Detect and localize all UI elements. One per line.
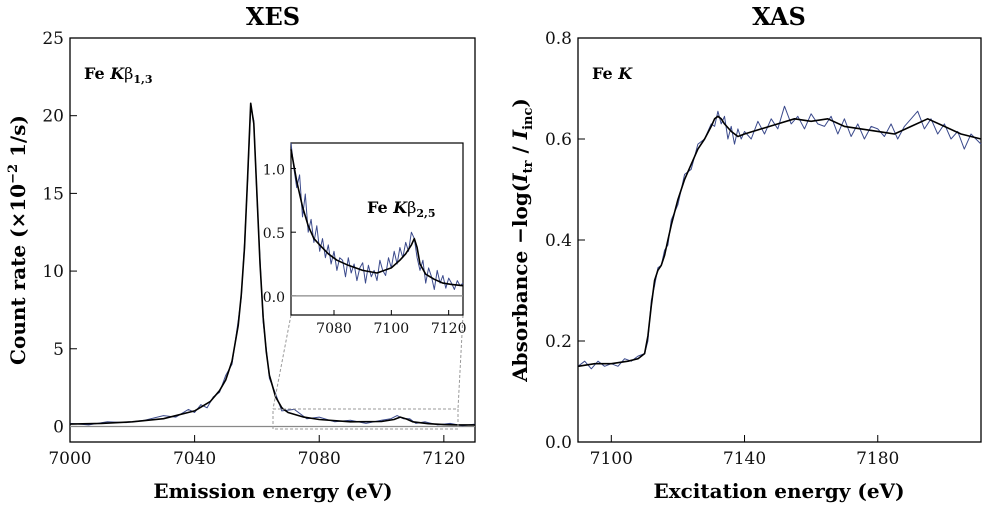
zoom-connector-left <box>272 314 292 410</box>
zoom-region-box <box>272 408 459 430</box>
xas-panel: XAS 7100 7140 7180 0.0 0.2 0.4 0.6 0.8 Fe K Ex… <box>508 2 982 503</box>
xes-series-fit <box>69 102 475 426</box>
inset-series-measured <box>290 142 464 290</box>
xas-x-ticks: 7100 7140 7180 <box>590 435 899 469</box>
xas-y-ticks: 0.0 0.2 0.4 0.6 0.8 <box>545 29 585 453</box>
xes-ytick-label: 15 <box>42 184 64 204</box>
xes-ytick-label: 10 <box>42 262 64 282</box>
xes-ytick-label: 0 <box>53 417 64 437</box>
xas-ytick-label: 0.6 <box>545 130 572 150</box>
xes-inset: 7080 7100 7120 0.0 0.5 1.0 Fe Kβ2,5 <box>263 142 466 337</box>
inset-series-fit <box>290 149 464 287</box>
xas-series-fit <box>577 115 982 368</box>
xas-x-label: Excitation energy (eV) <box>653 479 904 503</box>
xes-ytick-label: 5 <box>53 340 64 360</box>
xas-ytick-label: 0.2 <box>545 332 572 352</box>
inset-x-ticks: 7080 7100 7120 <box>316 310 466 337</box>
xes-ytick-label: 20 <box>42 107 64 127</box>
inset-ytick-label: 0.0 <box>263 290 285 306</box>
xas-series <box>577 105 982 370</box>
xes-panel: XES 7000 7040 7080 7120 0 5 10 15 20 25 Fe Kβ1,3… <box>6 2 476 503</box>
xas-xtick-label: 7180 <box>856 449 899 469</box>
xes-xtick-label: 7080 <box>298 449 341 469</box>
xes-xtick-label: 7000 <box>48 449 91 469</box>
xas-annotation: Fe K <box>592 64 633 83</box>
xas-y-label: Absorbance −log(Itr / Iinc) <box>508 98 536 383</box>
xes-y-label: Count rate (×10−2 1/s) <box>6 115 30 365</box>
xes-annotation: Fe Kβ1,3 <box>84 64 153 86</box>
xes-x-label: Emission energy (eV) <box>153 479 392 503</box>
xes-xtick-label: 7040 <box>173 449 216 469</box>
xes-x-ticks: 7000 7040 7080 7120 <box>48 435 465 469</box>
xes-ytick-label: 25 <box>42 29 64 49</box>
xes-y-ticks: 0 5 10 15 20 25 <box>42 29 77 437</box>
xas-ytick-label: 0.8 <box>545 29 572 49</box>
zoom-connector-right <box>457 314 464 410</box>
inset-xtick-label: 7100 <box>374 321 410 337</box>
xas-xtick-label: 7140 <box>723 449 766 469</box>
inset-ytick-label: 1.0 <box>263 162 285 178</box>
xes-plot-frame <box>69 37 476 443</box>
xes-xtick-label: 7120 <box>422 449 465 469</box>
xas-ytick-label: 0.0 <box>545 433 572 453</box>
inset-xtick-label: 7120 <box>431 321 467 337</box>
inset-ytick-label: 0.5 <box>263 226 285 242</box>
xes-title: XES <box>246 2 300 31</box>
inset-series <box>290 142 464 297</box>
inset-y-ticks: 0.0 0.5 1.0 <box>263 162 296 306</box>
xas-title: XAS <box>752 2 806 31</box>
xas-xtick-label: 7100 <box>590 449 633 469</box>
inset-annotation: Fe Kβ2,5 <box>367 198 436 220</box>
xas-plot-frame <box>577 37 982 443</box>
inset-xtick-label: 7080 <box>316 321 352 337</box>
xas-ytick-label: 0.4 <box>545 231 572 251</box>
xas-series-measured <box>577 105 982 370</box>
inset-zoom-guides <box>272 314 464 430</box>
